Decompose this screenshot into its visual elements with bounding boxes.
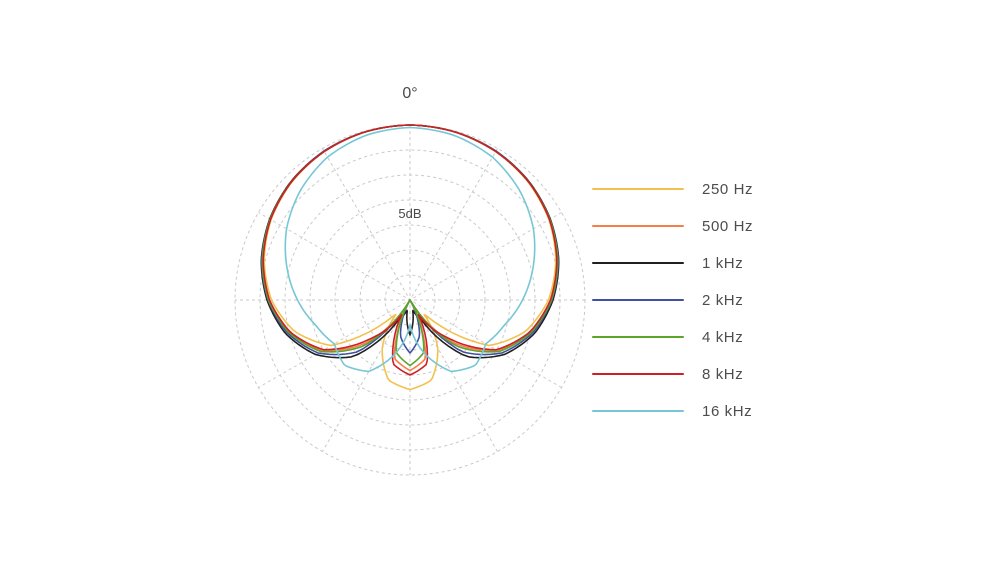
legend-item: 250 Hz: [592, 178, 753, 200]
legend-label: 8 kHz: [702, 365, 744, 383]
legend-item: 2 kHz: [592, 289, 753, 311]
series-line-8-khz: [262, 124, 558, 376]
legend-label: 2 kHz: [702, 291, 744, 309]
angle-zero-label: 0°: [402, 85, 417, 102]
series-line-16-khz: [284, 126, 536, 373]
legend-item: 1 kHz: [592, 252, 753, 274]
legend-label: 16 kHz: [702, 402, 753, 420]
legend-label: 1 kHz: [702, 254, 744, 272]
legend-swatch: [592, 373, 684, 375]
legend-swatch: [592, 225, 684, 227]
legend-label: 500 Hz: [702, 217, 754, 235]
grid-ring: [334, 224, 486, 376]
legend-item: 4 kHz: [592, 326, 753, 348]
legend-label: 250 Hz: [702, 180, 754, 198]
legend-swatch: [592, 336, 684, 338]
radial-scale-label: 5dB: [398, 206, 421, 221]
legend-label: 4 kHz: [702, 328, 744, 346]
legend-swatch: [592, 188, 684, 190]
legend-item: 16 kHz: [592, 400, 753, 422]
legend-item: 500 Hz: [592, 215, 753, 237]
legend-swatch: [592, 262, 684, 264]
legend-swatch: [592, 299, 684, 301]
legend: 250 Hz 500 Hz 1 kHz 2 kHz 4 kHz 8 kHz 16 kHz: [592, 178, 753, 422]
legend-item: 8 kHz: [592, 363, 753, 385]
polar-series-lines: [260, 124, 560, 391]
legend-swatch: [592, 410, 684, 412]
